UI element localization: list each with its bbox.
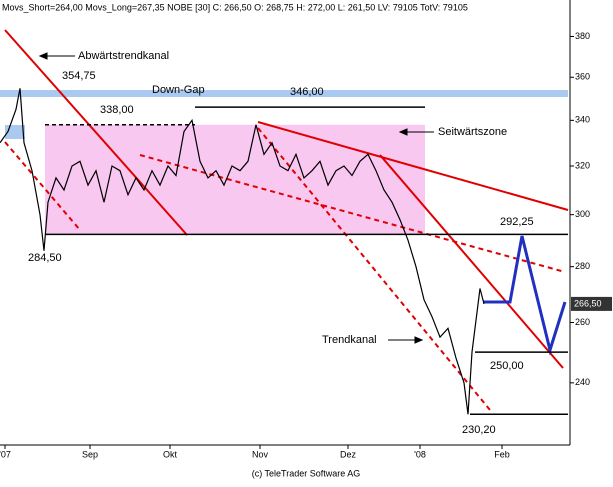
x-tick-label: Sep [82,449,98,459]
last-price-box [571,296,612,311]
price-line [0,88,485,415]
level-label: 292,25 [500,216,534,228]
y-tick-label: 340 [575,115,590,125]
last-price-label: 266,50 [574,298,602,308]
x-tick-label: '08 [414,449,426,459]
header: Movs_Short=264,00 Movs_Long=267,35 NOBE … [2,2,468,12]
trend-line [4,29,188,236]
x-tick-label: Dez [340,449,357,459]
trend-line [379,154,564,369]
trend-line [4,141,81,231]
level-label: 346,00 [290,86,324,98]
trend-line [257,127,491,411]
arrows [38,52,434,344]
trend-line [257,121,569,211]
level-label: 338,00 [100,104,134,116]
annotation: Seitwärtszone [438,126,507,138]
y-tick-label: 380 [575,31,590,41]
trend-line [139,154,566,273]
level-label: 230,20 [462,424,496,436]
y-tick-label: 240 [575,377,590,387]
level-label: 354,75 [62,70,96,82]
level-label: 250,00 [490,360,524,372]
annotation: Abwärtstrendkanal [78,50,169,62]
x-tick-label: Feb [494,449,510,459]
y-tick-label: 320 [575,160,590,170]
gap-marker [5,125,25,139]
down-gap-band [0,90,568,97]
trend-lines [4,29,569,411]
projection-line [483,235,567,356]
y-tick-label: 280 [575,261,590,271]
arrow-head [414,336,424,344]
y-tick-label: 260 [575,317,590,327]
footer: (c) TeleTrader Software AG [252,468,361,478]
annotation: Down-Gap [152,84,205,96]
annotation: Trendkanal [322,334,377,346]
arrow-head [398,128,408,136]
y-tick-label: 300 [575,209,590,219]
arrow-head [38,52,48,60]
x-tick-label: Okt [163,449,178,459]
x-tick-label: '07 [0,449,11,459]
y-tick-label: 360 [575,72,590,82]
x-tick-label: Nov [252,449,269,459]
level-label: 284,50 [28,252,62,264]
